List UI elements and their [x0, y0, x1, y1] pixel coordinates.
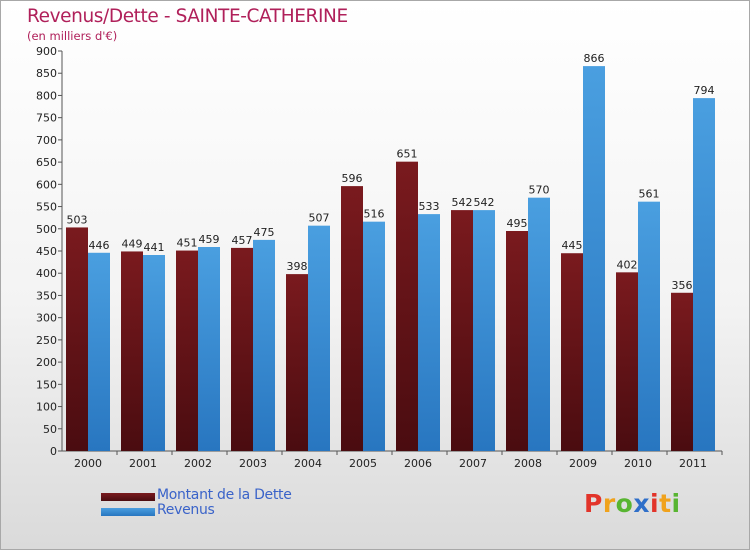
data-label-dette: 356 — [672, 279, 693, 292]
data-label-dette: 402 — [617, 258, 638, 271]
x-tick-label: 2003 — [239, 457, 267, 470]
x-tick-label: 2000 — [74, 457, 102, 470]
logo-letter: o — [615, 489, 634, 518]
data-label-revenus: 561 — [639, 188, 660, 201]
data-label-revenus: 794 — [694, 84, 715, 97]
bar-revenus — [308, 225, 330, 451]
chart-unit-label: (en milliers d'€) — [27, 29, 118, 43]
bar-dette — [231, 247, 253, 451]
bar-dette — [66, 227, 88, 451]
data-label-dette: 398 — [287, 260, 308, 273]
data-label-dette: 495 — [507, 217, 528, 230]
y-tick-label: 250 — [36, 334, 57, 347]
x-tick-label: 2010 — [624, 457, 652, 470]
x-tick-label: 2001 — [129, 457, 157, 470]
x-tick-label: 2007 — [459, 457, 487, 470]
logo-letter: P — [584, 489, 603, 518]
y-tick-label: 300 — [36, 312, 57, 325]
data-label-revenus: 507 — [309, 212, 330, 225]
data-label-dette: 445 — [562, 239, 583, 252]
legend-swatch-dette — [101, 493, 155, 501]
legend-swatch-revenus — [101, 508, 155, 516]
y-tick-label: 550 — [36, 201, 57, 214]
bar-dette — [506, 231, 528, 451]
bar-dette — [451, 210, 473, 451]
data-label-revenus: 441 — [144, 241, 165, 254]
logo-letter: r — [602, 489, 616, 518]
y-tick-label: 450 — [36, 245, 57, 258]
legend-label-revenus: Revenus — [157, 502, 215, 518]
logo-letter: x — [633, 489, 650, 518]
bar-revenus — [143, 255, 165, 451]
y-tick-label: 650 — [36, 156, 57, 169]
y-tick-label: 400 — [36, 267, 57, 280]
x-tick-label: 2004 — [294, 457, 322, 470]
bar-dette — [616, 272, 638, 451]
y-tick-label: 900 — [36, 45, 57, 58]
bar-dette — [176, 250, 198, 451]
bar-revenus — [418, 214, 440, 451]
y-tick-label: 150 — [36, 378, 57, 391]
data-label-dette: 457 — [232, 234, 253, 247]
bar-dette — [121, 251, 143, 451]
data-label-revenus: 446 — [89, 239, 110, 252]
bar-dette — [561, 253, 583, 451]
x-tick-label: 2005 — [349, 457, 377, 470]
y-tick-label: 750 — [36, 112, 57, 125]
data-label-revenus: 542 — [474, 196, 495, 209]
data-label-dette: 451 — [177, 237, 198, 250]
y-tick-label: 850 — [36, 67, 57, 80]
data-label-dette: 596 — [342, 172, 363, 185]
y-tick-label: 100 — [36, 401, 57, 414]
y-tick-label: 200 — [36, 356, 57, 369]
bar-dette — [396, 161, 418, 451]
x-tick-label: 2002 — [184, 457, 212, 470]
logo-letter: i — [650, 489, 660, 518]
legend-label-dette: Montant de la Dette — [157, 487, 292, 503]
bar-revenus — [693, 98, 715, 451]
bar-revenus — [363, 221, 385, 451]
data-label-revenus: 533 — [419, 200, 440, 213]
data-label-dette: 651 — [397, 148, 418, 161]
bar-dette — [286, 274, 308, 451]
bar-revenus — [638, 201, 660, 451]
data-label-dette: 503 — [67, 213, 88, 226]
data-label-dette: 542 — [452, 196, 473, 209]
logo-letter: t — [659, 489, 672, 518]
bar-revenus — [88, 252, 110, 451]
data-label-revenus: 570 — [529, 184, 550, 197]
bar-dette — [341, 186, 363, 451]
logo-letter: i — [671, 489, 681, 518]
x-tick-label: 2008 — [514, 457, 542, 470]
x-tick-label: 2006 — [404, 457, 432, 470]
y-tick-label: 600 — [36, 178, 57, 191]
y-tick-label: 350 — [36, 289, 57, 302]
bar-revenus — [528, 197, 550, 451]
y-tick-label: 500 — [36, 223, 57, 236]
proxiti-logo: Proxiti — [584, 489, 681, 518]
data-label-revenus: 516 — [364, 208, 385, 221]
bar-dette — [671, 292, 693, 451]
y-tick-label: 0 — [50, 445, 57, 458]
bar-revenus — [198, 247, 220, 451]
bar-revenus — [583, 66, 605, 451]
x-tick-label: 2011 — [679, 457, 707, 470]
chart-title: Revenus/Dette - SAINTE-CATHERINE — [27, 6, 348, 27]
bar-revenus — [473, 210, 495, 451]
y-tick-label: 700 — [36, 134, 57, 147]
bar-revenus — [253, 239, 275, 451]
data-label-revenus: 475 — [254, 226, 275, 239]
data-label-revenus: 459 — [199, 233, 220, 246]
data-label-revenus: 866 — [584, 52, 605, 65]
y-tick-label: 800 — [36, 89, 57, 102]
data-label-dette: 449 — [122, 237, 143, 250]
y-tick-label: 50 — [43, 423, 57, 436]
x-tick-label: 2009 — [569, 457, 597, 470]
